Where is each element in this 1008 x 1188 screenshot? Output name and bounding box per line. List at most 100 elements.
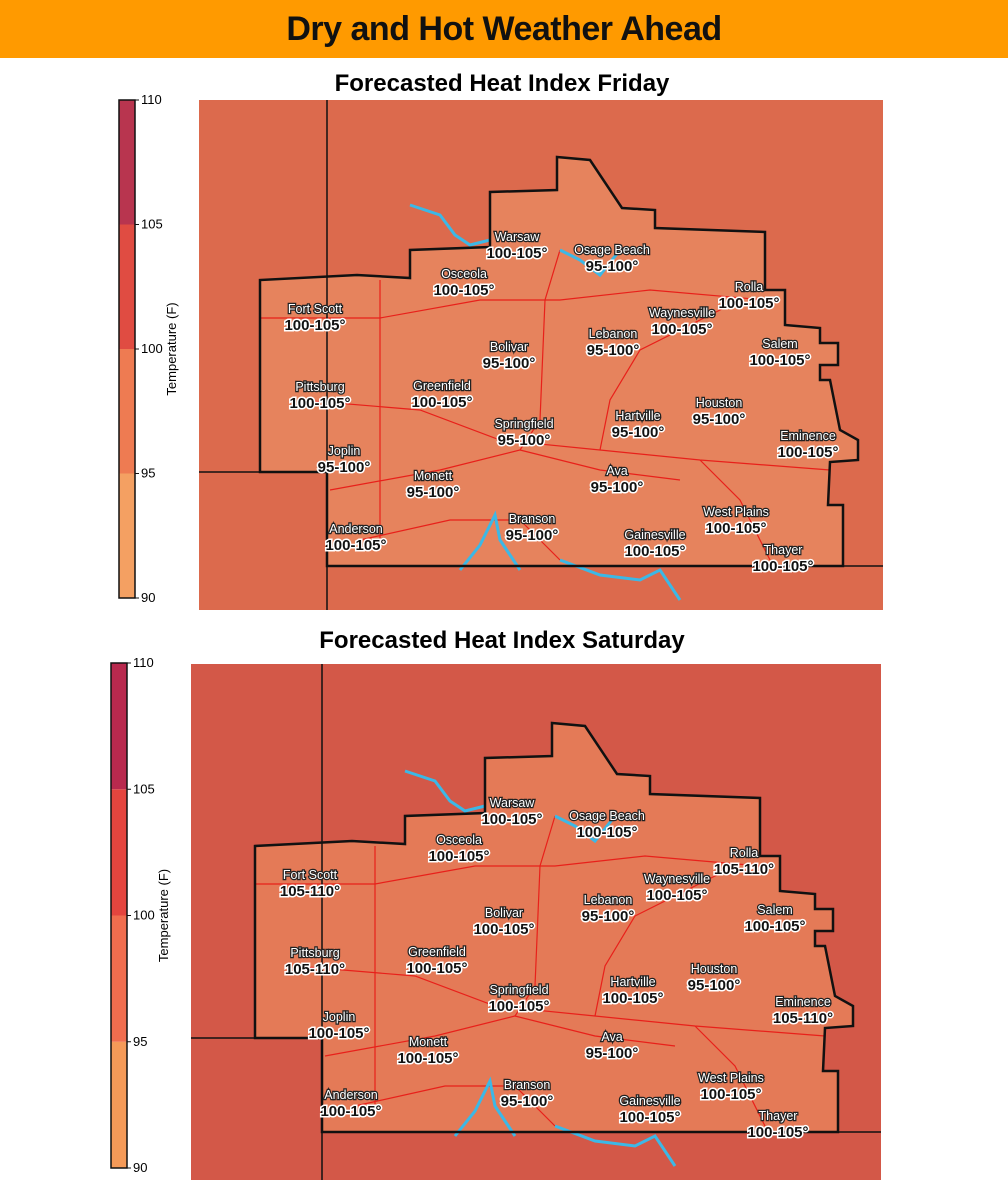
city-range: 100-105° [646,887,707,904]
city-range: 100-105° [406,960,467,977]
colorbar-segment [119,349,135,474]
city-name: Greenfield [413,379,471,393]
city-range: 100-105° [651,321,712,338]
city-range: 105-110° [773,1010,833,1027]
lake [409,203,491,247]
city-range: 95-100° [506,527,559,544]
road [324,815,556,1057]
city-name: Hartville [610,975,655,989]
city-range: 95-100° [591,479,644,496]
lake [559,558,682,601]
colorbar-label: Temperature (F) [156,869,171,962]
road [694,1025,766,1127]
city-range: 95-100° [587,342,640,359]
forecast-area [255,723,853,1132]
city-name: Thayer [764,543,803,557]
colorbar-tick-label: 110 [141,92,162,107]
lake [559,248,622,278]
city-name: Pittsburg [295,380,344,394]
colorbar-segment [111,789,127,916]
city-name: Anderson [329,522,383,536]
city-range: 100-105° [718,295,779,312]
colorbar-tick-label: 95 [141,466,155,481]
city-name: Fort Scott [283,868,338,882]
city-name: Ava [606,464,627,478]
road [514,1015,676,1047]
road [359,519,561,561]
city-name: Rolla [730,846,759,860]
road [329,249,561,491]
city-range: 100-105° [777,444,838,461]
city-range: 100-105° [744,918,805,935]
city-range: 105-110° [714,861,774,878]
city-name: Salem [762,337,797,351]
city-name: Osceola [441,267,487,281]
city-range: 95-100° [693,411,746,428]
city-range: 100-105° [397,1050,458,1067]
city-name: Houston [691,962,738,976]
city-range: 95-100° [612,424,665,441]
colorbar-segment [111,915,127,1042]
city-range: 100-105° [488,998,549,1015]
city-name: Monett [414,469,453,483]
city-range: 100-105° [308,1025,369,1042]
city-range: 100-105° [576,824,637,841]
colorbar-label: Temperature (F) [164,302,179,395]
city-range: 100-105° [481,811,542,828]
city-name: Anderson [324,1088,378,1102]
road [299,399,831,471]
city-name: Osage Beach [569,809,645,823]
road [699,459,771,561]
city-name: Gainesville [619,1094,680,1108]
city-range: 95-100° [586,1045,639,1062]
city-range: 100-105° [473,921,534,938]
city-range: 95-100° [501,1093,554,1110]
panel: Forecasted Heat Index FridayWarsaw100-10… [118,70,883,610]
city-name: Lebanon [589,327,638,341]
city-range: 100-105° [624,543,685,560]
city-range: 100-105° [619,1109,680,1126]
city-name: Monett [409,1035,448,1049]
road [260,289,766,319]
city-name: Springfield [489,983,548,997]
colorbar-tick-label: 90 [141,590,155,605]
city-range: 100-105° [752,558,813,575]
city-name: Osage Beach [574,243,650,257]
city-name: Joplin [323,1010,356,1024]
city-range: 100-105° [602,990,663,1007]
city-range: 100-105° [433,282,494,299]
city-range: 100-105° [284,317,345,334]
city-name: Branson [509,512,556,526]
city-name: Eminence [780,429,836,443]
city-name: Pittsburg [290,946,339,960]
city-name: Waynesville [649,306,715,320]
city-range: 100-105° [749,352,810,369]
colorbar-tick-label: 100 [141,341,163,356]
city-name: Branson [504,1078,551,1092]
city-name: Bolivar [485,906,523,920]
city-range: 95-100° [498,432,551,449]
city-range: 105-110° [285,961,345,978]
road [599,299,741,451]
city-name: Fort Scott [288,302,343,316]
city-name: Warsaw [490,796,536,810]
colorbar-segment [119,224,135,349]
city-name: Greenfield [408,945,466,959]
city-name: West Plains [703,505,769,519]
city-name: Houston [696,396,743,410]
city-range: 100-105° [747,1124,808,1141]
city-name: Lebanon [584,893,633,907]
colorbar-tick-label: 110 [133,655,154,670]
city-range: 100-105° [320,1103,381,1120]
city-name: Waynesville [644,872,710,886]
lake [554,814,617,844]
city-name: Springfield [494,417,553,431]
city-range: 100-105° [486,245,547,262]
lake [458,510,522,571]
city-name: Eminence [775,995,831,1009]
area-border [253,721,855,1134]
city-name: Bolivar [490,340,528,354]
colorbar-segment [119,100,135,225]
